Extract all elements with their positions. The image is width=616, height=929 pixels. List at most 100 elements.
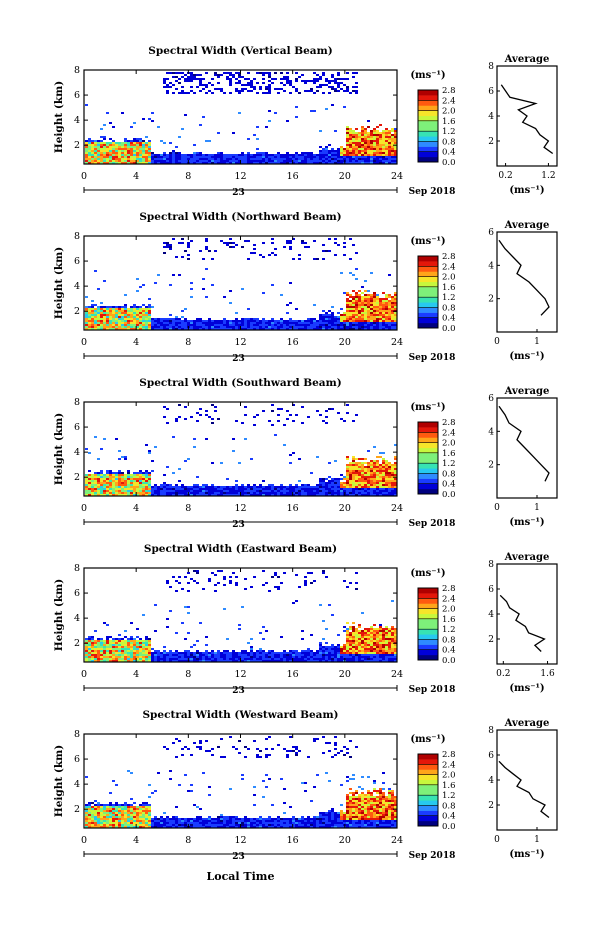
- heatmap-cell: [313, 580, 316, 582]
- heatmap-cell: [97, 156, 100, 158]
- heatmap-cell: [202, 78, 205, 80]
- heatmap-cell: [121, 474, 124, 476]
- heatmap-cell: [358, 646, 361, 648]
- heatmap-cell: [124, 162, 127, 164]
- heatmap-cell: [391, 128, 394, 130]
- heatmap-cell: [391, 138, 394, 140]
- heatmap-cell: [124, 482, 127, 484]
- heatmap-cell: [178, 136, 181, 138]
- heatmap-cell: [112, 310, 115, 312]
- heatmap-cell: [145, 324, 148, 326]
- heatmap-cell: [103, 648, 106, 650]
- heatmap-cell: [193, 92, 196, 94]
- heatmap-cell: [322, 490, 325, 492]
- heatmap-cell: [190, 154, 193, 156]
- panel-3: Spectral Width (Southward Beam)0 4 8 12 16 20…: [53, 377, 558, 530]
- heatmap-cell: [214, 74, 217, 76]
- heatmap-cell: [391, 482, 394, 484]
- heatmap-cell: [322, 572, 325, 574]
- heatmap-cell: [226, 320, 229, 322]
- heatmap-cell: [232, 326, 235, 328]
- heatmap-cell: [190, 90, 193, 92]
- heatmap-cell: [394, 324, 397, 326]
- heatmap-cell: [106, 814, 109, 816]
- heatmap-cell: [361, 326, 364, 328]
- heatmap-cell: [169, 142, 172, 144]
- heatmap-cell: [238, 90, 241, 92]
- heatmap-cell: [319, 322, 322, 324]
- heatmap-cell: [316, 492, 319, 494]
- heatmap-cell: [262, 328, 265, 330]
- heatmap-cell: [202, 258, 205, 260]
- heatmap-cell: [319, 604, 322, 606]
- heatmap-cell: [220, 660, 223, 662]
- heatmap-cell: [94, 816, 97, 818]
- heatmap-cell: [190, 320, 193, 322]
- heatmap-cell: [106, 490, 109, 492]
- heatmap-cell: [355, 308, 358, 310]
- heatmap-cell: [184, 576, 187, 578]
- heatmap-cell: [376, 474, 379, 476]
- heatmap-cell: [214, 322, 217, 324]
- heatmap-cell: [337, 148, 340, 150]
- heatmap-cell: [394, 486, 397, 488]
- heatmap-cell: [331, 160, 334, 162]
- heatmap-cell: [313, 322, 316, 324]
- heatmap-cell: [358, 480, 361, 482]
- heatmap-cell: [136, 312, 139, 314]
- heatmap-cell: [346, 632, 349, 634]
- heatmap-cell: [358, 482, 361, 484]
- heatmap-cell: [304, 82, 307, 84]
- heatmap-cell: [325, 422, 328, 424]
- heatmap-cell: [319, 316, 322, 318]
- heatmap-cell: [139, 642, 142, 644]
- heatmap-cell: [127, 142, 130, 144]
- heatmap-cell: [358, 158, 361, 160]
- heatmap-cell: [148, 312, 151, 314]
- average-x-tick-label: 0: [494, 337, 500, 347]
- heatmap-cell: [106, 474, 109, 476]
- heatmap-cell: [325, 154, 328, 156]
- heatmap-cell: [328, 408, 331, 410]
- heatmap-cell: [166, 660, 169, 662]
- heatmap-cell: [148, 654, 151, 656]
- heatmap-cell: [172, 328, 175, 330]
- heatmap-cell: [316, 156, 319, 158]
- heatmap-cell: [376, 156, 379, 158]
- heatmap-cell: [316, 80, 319, 82]
- heatmap-cell: [391, 150, 394, 152]
- heatmap-cell: [130, 322, 133, 324]
- heatmap-cell: [118, 326, 121, 328]
- heatmap-cell: [199, 326, 202, 328]
- heatmap-cell: [379, 298, 382, 300]
- heatmap-cell: [352, 636, 355, 638]
- heatmap-cell: [163, 416, 166, 418]
- heatmap-cell: [394, 300, 397, 302]
- heatmap-cell: [247, 326, 250, 328]
- heatmap-cell: [136, 144, 139, 146]
- heatmap-cell: [178, 582, 181, 584]
- heatmap-cell: [289, 656, 292, 658]
- heatmap-cell: [364, 310, 367, 312]
- heatmap-cell: [112, 644, 115, 646]
- heatmap-cell: [181, 588, 184, 590]
- heatmap-cell: [160, 654, 163, 656]
- heatmap-cell: [370, 628, 373, 630]
- heatmap-cell: [361, 296, 364, 298]
- heatmap-cell: [235, 584, 238, 586]
- heatmap-cell: [163, 494, 166, 496]
- heatmap-cell: [91, 490, 94, 492]
- heatmap-cell: [202, 116, 205, 118]
- heatmap-cell: [232, 74, 235, 76]
- heatmap-cell: [214, 660, 217, 662]
- heatmap-cell: [388, 152, 391, 154]
- x-tick-label: 24: [391, 171, 403, 182]
- heatmap-cell: [139, 318, 142, 320]
- heatmap-cell: [325, 316, 328, 318]
- heatmap-cell: [178, 658, 181, 660]
- heatmap-cell: [292, 158, 295, 160]
- heatmap-cell: [382, 324, 385, 326]
- heatmap-cell: [385, 478, 388, 480]
- heatmap-cell: [106, 648, 109, 650]
- heatmap-cell: [319, 76, 322, 78]
